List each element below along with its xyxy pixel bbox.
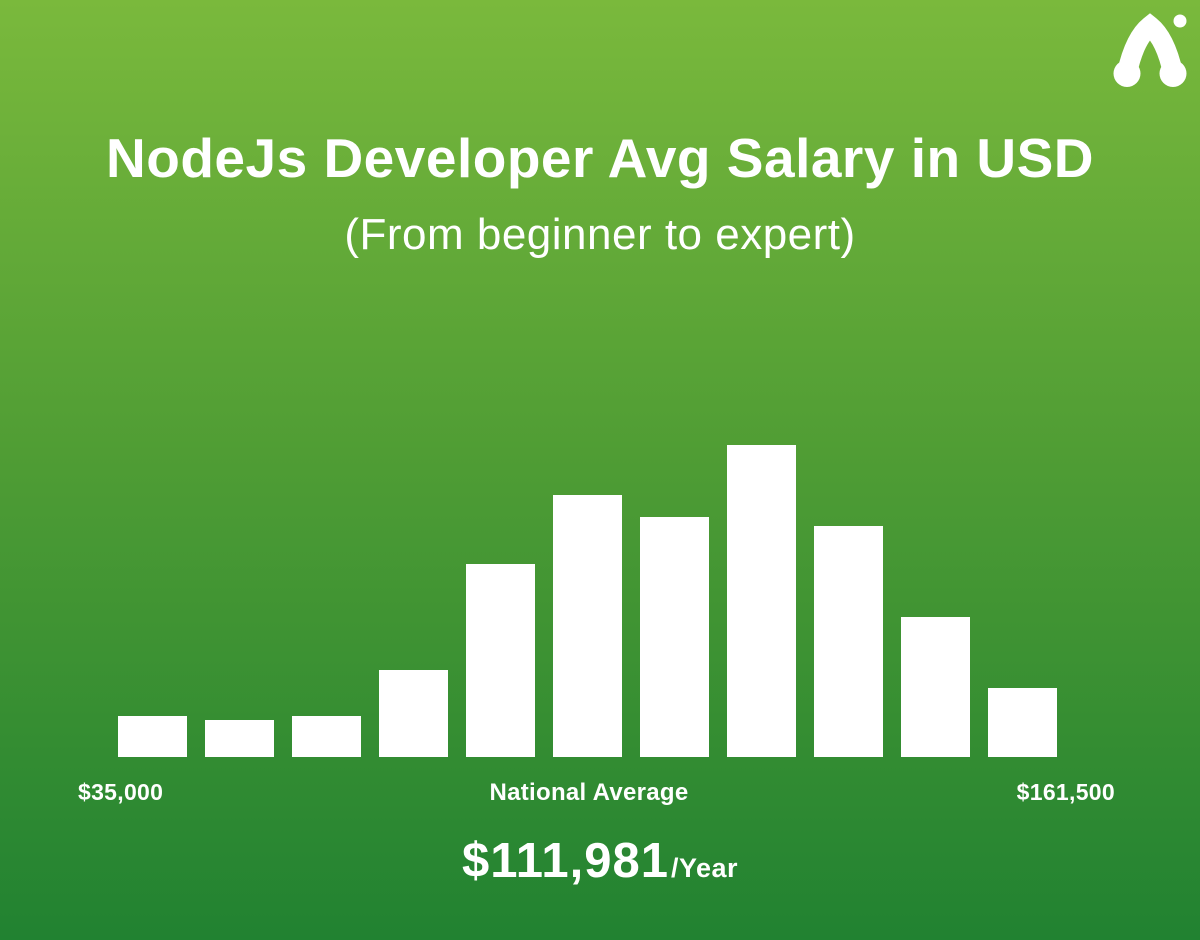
axis-label-max-salary: $161,500 xyxy=(1016,779,1115,805)
histogram-bar xyxy=(553,495,622,757)
brand-arch-logo-icon xyxy=(1113,13,1187,87)
histogram-bar xyxy=(640,517,709,757)
histogram-bar xyxy=(466,564,535,757)
histogram-bar xyxy=(814,526,883,757)
page-subtitle: (From beginner to expert) xyxy=(344,210,856,259)
histogram-bar xyxy=(205,720,274,757)
page-title: NodeJs Developer Avg Salary in USD xyxy=(106,127,1094,189)
histogram-bar xyxy=(727,445,796,757)
histogram-bar xyxy=(118,716,187,757)
histogram-bar xyxy=(379,670,448,757)
axis-label-national-average: National Average xyxy=(489,779,689,806)
histogram-bar xyxy=(988,688,1057,757)
average-salary-period: /Year xyxy=(670,853,739,883)
histogram-bar xyxy=(901,617,970,757)
histogram-bar xyxy=(292,716,361,757)
salary-histogram xyxy=(118,445,1057,757)
average-salary-amount: $111,981 xyxy=(461,834,669,888)
national-average-value: $111,981 /Year xyxy=(0,833,1200,889)
axis-label-min-salary: $35,000 xyxy=(78,779,164,805)
